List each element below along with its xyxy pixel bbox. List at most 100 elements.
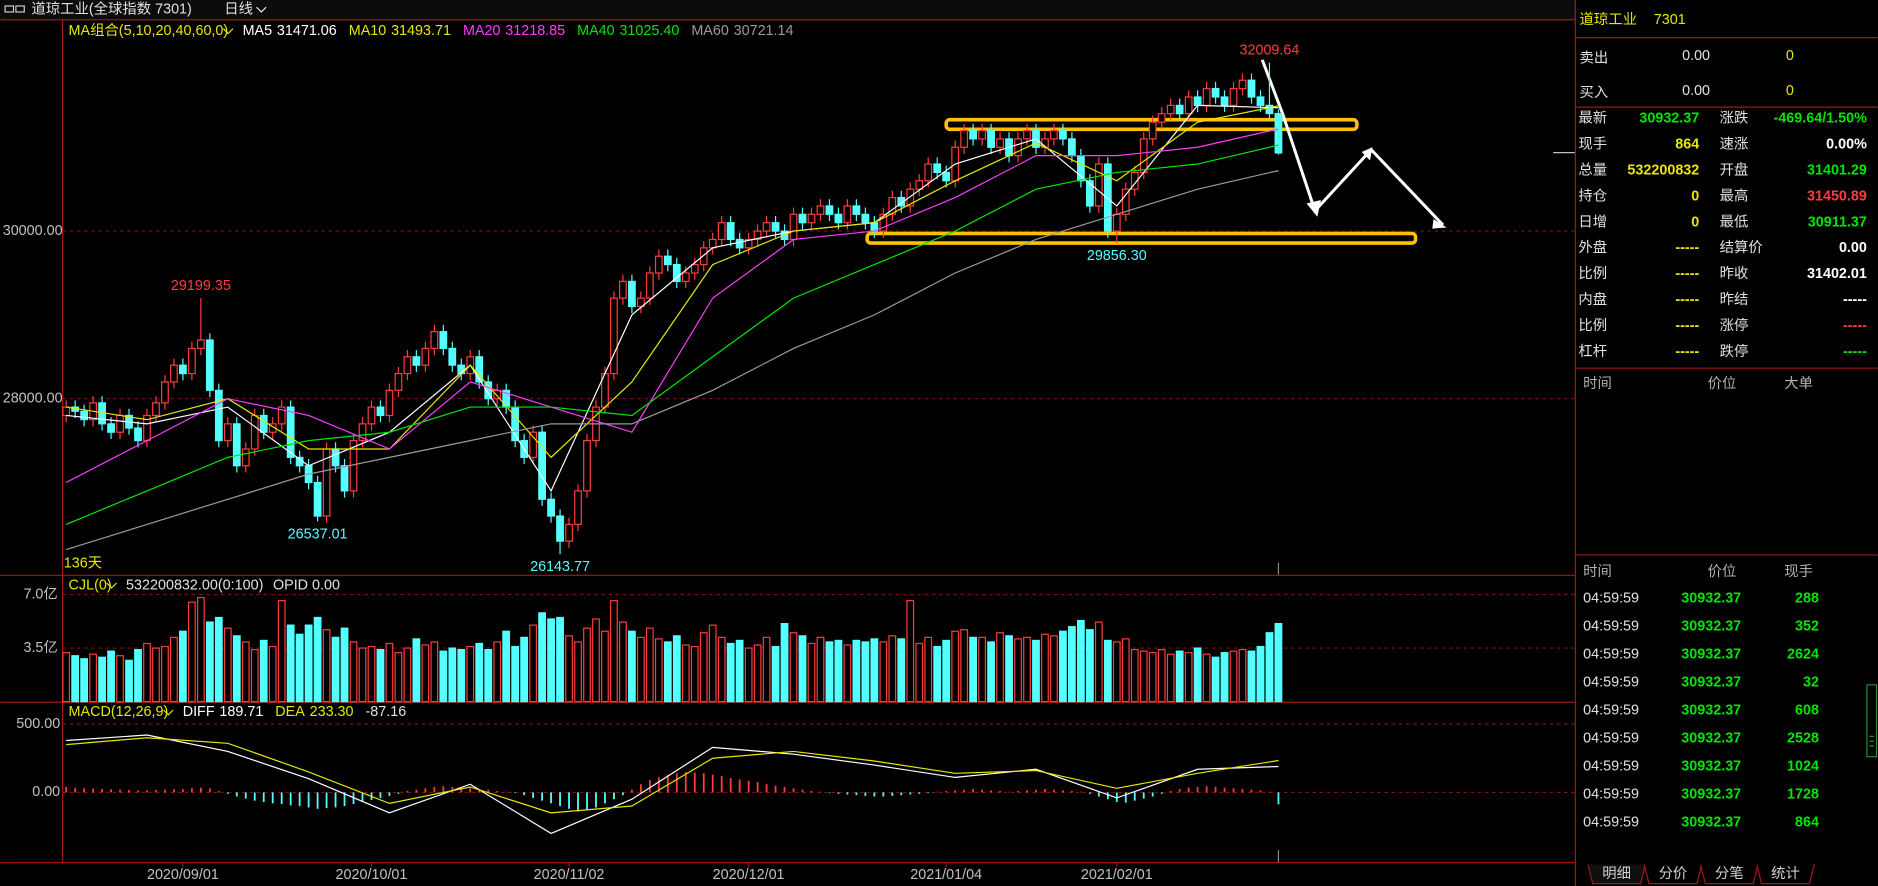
volume-bar [331,636,340,703]
frame [0,0,1576,886]
candle-body [1247,79,1256,98]
indicator-title: MA组合(5,10,20,40,60,0) [69,22,229,39]
volume-bar [753,644,762,703]
legend-value: 31471.06 [277,23,337,39]
tab-outline[interactable] [1587,864,1646,885]
volume-bar [645,627,654,703]
toolbar-title[interactable]: 道琼工业(全球指数 7301) [31,0,191,17]
candle-body [663,255,672,266]
tab-outline[interactable] [1756,864,1815,885]
candle-body [834,213,843,224]
volume-bar [1175,650,1184,703]
candle-body [636,297,645,308]
period-select[interactable]: 日线 [224,0,253,17]
quote-value: ----- [1675,344,1699,360]
volume-bar [1050,635,1058,703]
volume-bar [960,629,969,703]
legend-name: MA40 [577,23,615,39]
trade-price: 30932.37 [1681,759,1741,775]
volume-bar [214,616,223,703]
candle-body [1148,121,1157,140]
volume-bar [1220,652,1229,703]
x-tick-label: 2020/12/01 [713,867,785,883]
volume-bar [906,600,915,703]
tab-outline[interactable] [1699,864,1759,885]
volume-bar [1265,632,1274,703]
ma-line [65,144,1279,525]
volume-bar [861,641,870,703]
quote-value: 0 [1691,214,1699,230]
chevron[interactable] [163,709,174,716]
quote-label: 昨结 [1720,291,1749,308]
candle-body [1050,129,1058,140]
volume-bar [322,629,331,703]
volume-bar [394,652,403,703]
tab[interactable]: 明细 [1602,865,1631,882]
tab[interactable]: 分价 [1659,865,1688,882]
trades-header: 时间 [1583,563,1612,580]
volume-bar [690,645,699,703]
tab[interactable]: 分笔 [1715,865,1744,882]
volume-bar [978,636,986,703]
bid-ask-price: 0.00 [1682,48,1710,64]
volume-bar [340,627,349,703]
volume-bar [1238,649,1247,703]
quote-value: 0.00% [1826,136,1867,152]
tab[interactable]: 统计 [1771,865,1800,882]
candle-body [861,213,870,224]
volume-bar [376,649,385,703]
volume-bar [672,635,681,703]
candle-body [403,356,412,375]
candle-body [412,356,421,366]
quote-value: 31401.29 [1807,162,1867,178]
volume-bar [125,659,133,703]
volume-bar [879,641,888,703]
candle-body [107,423,115,433]
candle-body [996,138,1004,148]
quote-value: 864 [1675,136,1699,152]
candle-body [1059,129,1067,140]
candle-body [942,171,951,182]
volume-bar [71,655,80,703]
chevron[interactable] [106,582,117,589]
trade-volume: 864 [1795,815,1819,831]
trades-header: 时间 [1583,375,1612,392]
volume-bar [771,645,780,703]
volume-bar [80,658,89,703]
scrollbar[interactable] [1866,684,1878,758]
legend-value: 31025.40 [619,23,679,39]
volume-bar [502,630,511,703]
quote-value: ----- [1843,318,1867,334]
volume-bar [780,622,789,703]
volume-bar [511,645,520,703]
candle-body [681,272,690,282]
volume-bar [196,596,205,703]
trade-price: 30932.37 [1681,590,1741,606]
tab-outline[interactable] [1643,864,1703,885]
volume-bar [412,638,421,703]
x-tick-label: 2020/10/01 [336,867,408,883]
candle-body [789,213,798,241]
volume-bar [807,642,816,703]
trade-volume: 32 [1803,674,1819,690]
volume-bar [403,647,412,703]
volume-bar [295,633,304,703]
volume-bar [628,630,636,703]
candle-body [807,213,816,224]
candle-body [744,238,753,249]
ma-line [66,104,1279,493]
candle-body [619,280,627,299]
bid-ask-volume: 0 [1786,83,1794,99]
x-tick-label: 2020/09/01 [147,867,219,883]
candle-body [762,222,771,232]
volume-bar [1023,636,1031,703]
volume-bar [143,642,151,703]
volume-bar [493,641,502,703]
chevron[interactable] [222,28,234,35]
trade-volume: 2624 [1787,646,1819,662]
volume-bar [259,639,268,703]
trade-time: 04:59:59 [1583,759,1639,775]
volume-bar [349,641,358,703]
candle-body [134,427,142,442]
trade-time: 04:59:59 [1583,731,1639,747]
